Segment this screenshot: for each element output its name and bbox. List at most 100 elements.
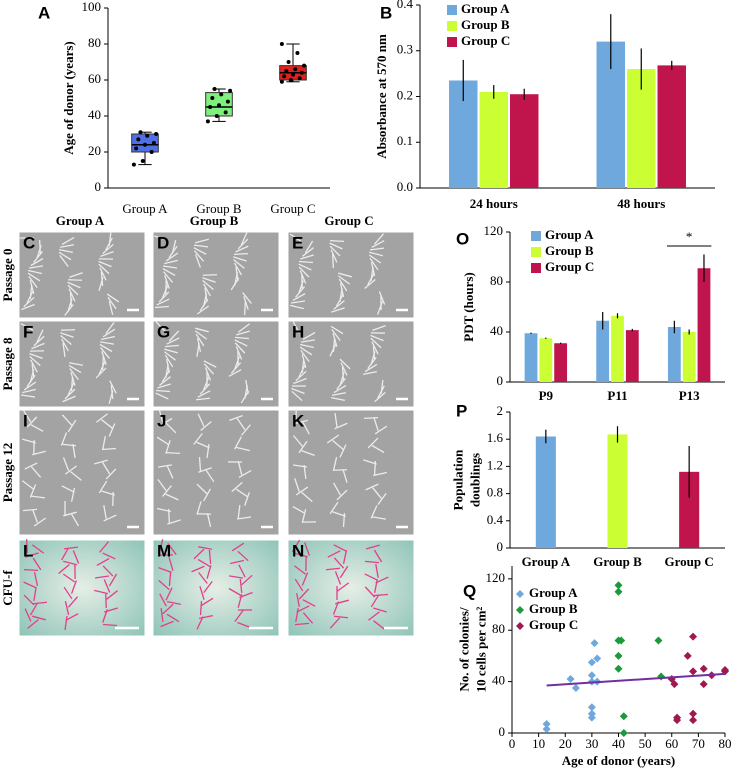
- point: [699, 664, 708, 673]
- panel-letter: N: [292, 541, 304, 560]
- y-tick-label: 0: [497, 539, 504, 554]
- cell: [340, 362, 348, 376]
- cell: [29, 355, 41, 367]
- bar: [697, 268, 711, 382]
- point: [673, 713, 682, 722]
- cell: [239, 591, 253, 599]
- cell: [194, 330, 208, 340]
- cell: [329, 242, 343, 250]
- legend-swatch: [531, 231, 541, 241]
- cell: [241, 574, 253, 586]
- x-tick-label: Group B: [593, 554, 642, 569]
- cell: [70, 471, 82, 481]
- cell: [335, 599, 349, 605]
- cell: [199, 383, 211, 395]
- cell: [238, 564, 246, 578]
- cell: [291, 539, 301, 553]
- cell: [164, 344, 180, 348]
- panel-letter: F: [23, 322, 33, 341]
- cell: [29, 352, 43, 360]
- cell: [67, 284, 79, 296]
- cell: [23, 568, 39, 572]
- cell: [202, 377, 210, 391]
- cell: [31, 544, 45, 554]
- cell: [363, 371, 377, 375]
- row-label: Passage 12: [0, 443, 15, 503]
- cell: [371, 444, 385, 454]
- cell: [233, 256, 247, 262]
- point: [593, 654, 602, 663]
- cell: [159, 593, 167, 607]
- cell: [64, 601, 70, 615]
- cell: [29, 484, 37, 498]
- x-tick-label: P13: [679, 388, 700, 403]
- cell: [158, 539, 164, 553]
- y-tick-label: 0.1: [397, 133, 413, 148]
- y-axis-label: No. of colonies/: [456, 607, 471, 692]
- cell: [158, 566, 172, 574]
- column-header: Group A: [56, 213, 105, 228]
- cell: [300, 343, 314, 349]
- cell: [364, 586, 376, 598]
- cell: [64, 615, 68, 631]
- point: [614, 581, 623, 590]
- bar: [596, 320, 610, 382]
- panel-letter: A: [38, 3, 50, 22]
- annotation: *: [686, 229, 693, 244]
- panel-letter: I: [23, 411, 28, 430]
- cell: [165, 451, 181, 455]
- y-tick-label: 0: [497, 373, 504, 388]
- cell: [193, 244, 209, 248]
- cell: [102, 565, 114, 577]
- cell: [375, 576, 389, 584]
- panel-letter: L: [23, 541, 33, 560]
- cell: [165, 440, 171, 454]
- legend-label: Group A: [461, 1, 510, 16]
- cell: [31, 342, 45, 350]
- cell: [99, 343, 113, 353]
- cell: [370, 594, 380, 608]
- cell: [158, 579, 170, 591]
- bar: [539, 338, 553, 382]
- cell: [102, 623, 118, 627]
- bar: [509, 94, 539, 188]
- cell: [363, 459, 377, 465]
- bar: [679, 471, 700, 548]
- point: [689, 632, 698, 641]
- cell: [199, 615, 213, 619]
- cell: [101, 461, 111, 475]
- cell: [332, 333, 338, 347]
- cell: [22, 388, 36, 394]
- legend-swatch: [516, 622, 524, 630]
- cell: [164, 259, 178, 265]
- y-tick-label: 120: [486, 570, 506, 585]
- cell: [158, 291, 170, 303]
- cell: [196, 616, 204, 630]
- cell: [161, 285, 169, 299]
- bar: [667, 327, 681, 382]
- legend-swatch: [531, 263, 541, 273]
- cell: [364, 573, 378, 581]
- cell: [27, 619, 39, 629]
- x-tick-label: Group A: [522, 554, 571, 569]
- cell: [299, 346, 313, 356]
- cell: [109, 380, 117, 394]
- cell: [243, 300, 247, 316]
- cell: [334, 412, 338, 428]
- cell: [196, 501, 202, 515]
- cell: [197, 558, 211, 568]
- cell: [68, 288, 76, 302]
- point: [134, 146, 139, 151]
- cell: [291, 387, 305, 395]
- cell: [374, 425, 388, 435]
- cell: [94, 575, 110, 579]
- cell: [235, 266, 239, 282]
- cell: [363, 416, 379, 420]
- cell: [295, 370, 307, 382]
- cell: [196, 441, 210, 449]
- cell: [295, 286, 305, 298]
- y-tick-label: 40: [492, 673, 505, 688]
- cell: [205, 469, 215, 483]
- cell: [101, 419, 113, 429]
- cell: [197, 390, 211, 398]
